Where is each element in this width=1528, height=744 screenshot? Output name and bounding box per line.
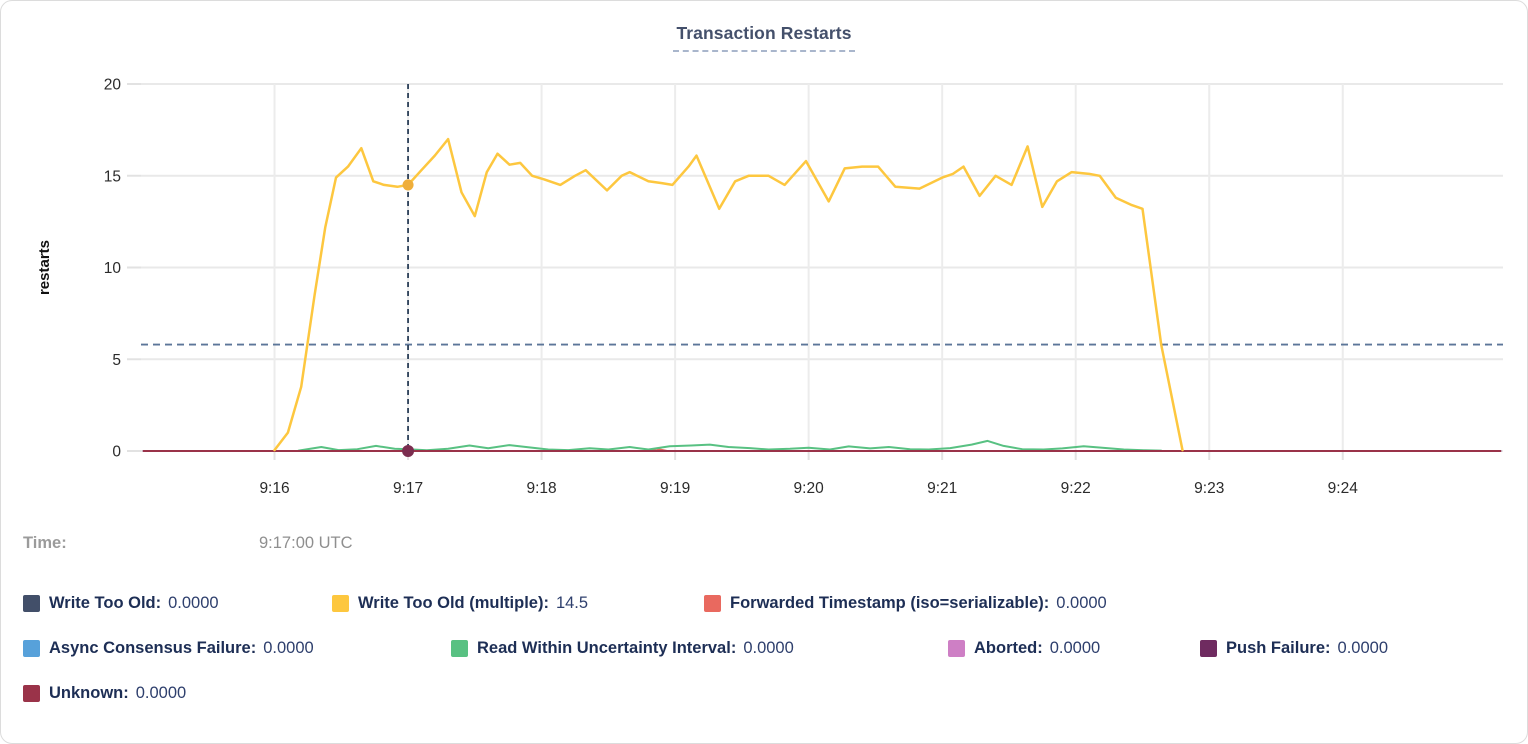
- legend-value: 14.5: [555, 593, 589, 612]
- hover-point: [402, 445, 415, 457]
- tooltip-time-value: 9:17:00 UTC: [259, 534, 353, 552]
- chart-title[interactable]: Transaction Restarts: [673, 23, 855, 52]
- legend-value: 0.0000: [1337, 638, 1388, 657]
- legend-swatch-unknown: [23, 684, 40, 702]
- legend-label: Forwarded Timestamp (iso=serializable):: [730, 593, 1050, 612]
- legend-item-read-within-uncertainty-interval[interactable]: Read Within Uncertainty Interval: 0.0000: [451, 637, 794, 659]
- legend-swatch-read-within-uncertainty-interval: [451, 639, 468, 657]
- legend-item-write-too-old-multiple[interactable]: Write Too Old (multiple): 14.5: [332, 592, 588, 614]
- y-tick-label: 5: [112, 352, 121, 369]
- x-tick-label: 9:18: [527, 480, 557, 497]
- x-tick-label: 9:23: [1194, 480, 1224, 497]
- y-tick-label: 10: [104, 260, 122, 277]
- hover-point: [402, 179, 414, 191]
- tooltip-time-label: Time:: [23, 534, 67, 552]
- tooltip-time-row: Time: 9:17:00 UTC: [1, 534, 1527, 556]
- y-tick-label: 20: [104, 77, 122, 94]
- x-tick-label: 9:19: [660, 480, 690, 497]
- x-tick-label: 9:24: [1328, 480, 1359, 497]
- legend-value: 0.0000: [263, 638, 314, 657]
- legend-item-write-too-old[interactable]: Write Too Old: 0.0000: [23, 592, 219, 614]
- legend-item-async-consensus-failure[interactable]: Async Consensus Failure: 0.0000: [23, 637, 314, 659]
- legend-label: Unknown:: [49, 683, 129, 702]
- x-tick-label: 9:20: [794, 480, 825, 497]
- legend-value: 0.0000: [743, 638, 794, 657]
- legend-swatch-write-too-old: [23, 594, 40, 612]
- legend-value: 0.0000: [168, 593, 219, 612]
- legend-label: Push Failure:: [1226, 638, 1331, 657]
- transaction-restarts-chart[interactable]: 0 5 10 15 20 9:16 9:17 9:18 9:19 9:20 9:21 9:22 9:23…: [1, 1, 1527, 513]
- legend-swatch-write-too-old-multiple: [332, 594, 349, 612]
- legend-value: 0.0000: [1049, 638, 1101, 657]
- y-tick-label: 0: [112, 444, 121, 461]
- y-tick-label: 15: [104, 168, 121, 185]
- legend-label: Read Within Uncertainty Interval:: [477, 638, 737, 657]
- chart-title-wrap: Transaction Restarts: [1, 23, 1527, 52]
- legend-swatch-aborted: [948, 639, 965, 657]
- legend-label: Async Consensus Failure:: [49, 638, 257, 657]
- x-tick-label: 9:22: [1061, 480, 1091, 497]
- x-tick-label: 9:16: [259, 480, 289, 497]
- legend-swatch-async-consensus-failure: [23, 639, 40, 657]
- y-axis-title: restarts: [36, 240, 53, 295]
- series-line-1: [273, 137, 1184, 452]
- legend-item-forwarded-timestamp[interactable]: Forwarded Timestamp (iso=serializable): …: [704, 592, 1107, 614]
- series-line-4: [297, 439, 1163, 452]
- legend-item-push-failure[interactable]: Push Failure: 0.0000: [1200, 637, 1388, 659]
- legend-value: 0.0000: [135, 683, 187, 702]
- x-tick-label: 9:17: [393, 480, 423, 497]
- legend-item-unknown[interactable]: Unknown: 0.0000: [23, 682, 186, 704]
- legend-label: Aborted:: [974, 638, 1043, 657]
- legend-label: Write Too Old:: [49, 593, 162, 612]
- legend-swatch-push-failure: [1200, 639, 1217, 657]
- legend-label: Write Too Old (multiple):: [358, 593, 549, 612]
- x-tick-label: 9:21: [927, 480, 957, 497]
- legend-value: 0.0000: [1056, 593, 1107, 612]
- legend-item-aborted[interactable]: Aborted: 0.0000: [948, 637, 1100, 659]
- legend-swatch-forwarded-timestamp: [704, 594, 721, 612]
